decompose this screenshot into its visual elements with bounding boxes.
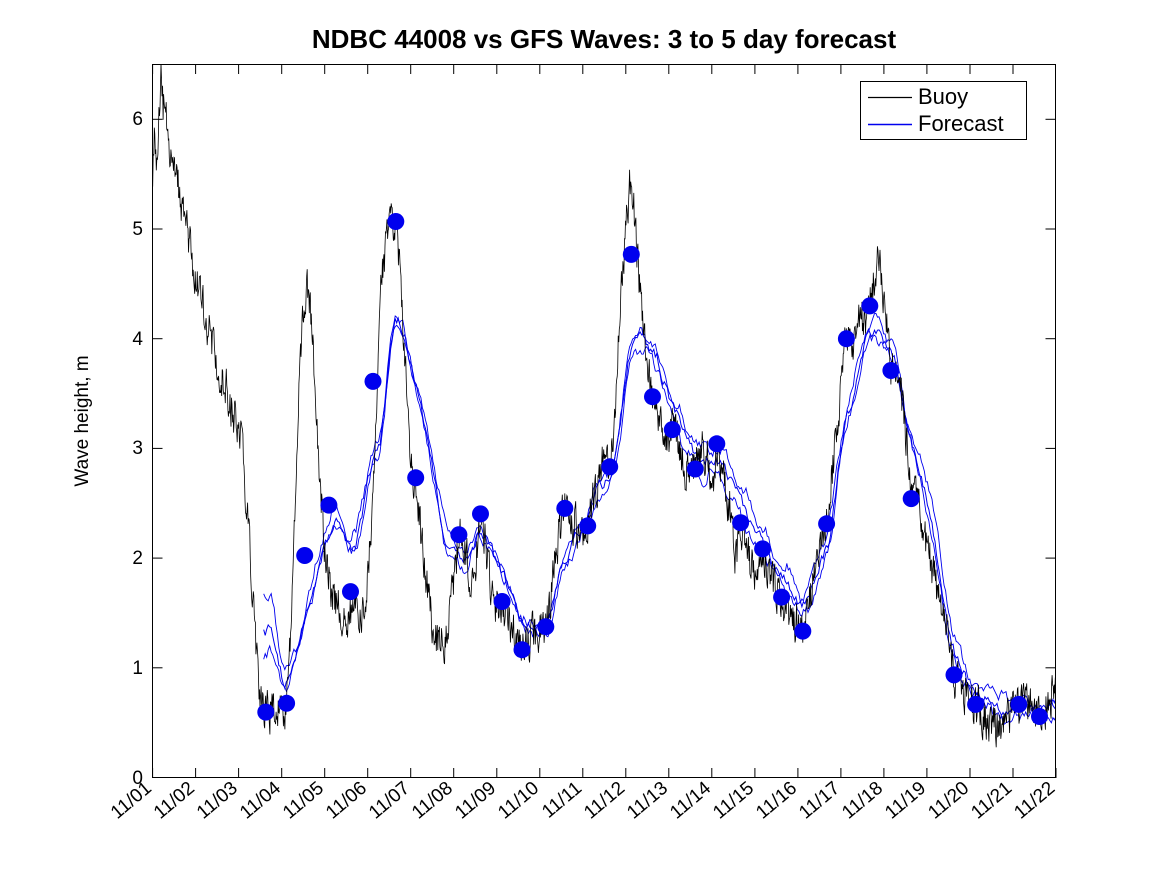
svg-text:11/14: 11/14 — [666, 777, 715, 823]
svg-text:11/11: 11/11 — [538, 778, 586, 823]
svg-text:6: 6 — [132, 109, 143, 130]
svg-text:11/03: 11/03 — [193, 778, 242, 824]
svg-text:5: 5 — [132, 219, 143, 240]
svg-text:NDBC 44008 vs GFS Waves: 3 to: NDBC 44008 vs GFS Waves: 3 to 5 day fore… — [312, 24, 897, 54]
svg-text:11/16: 11/16 — [752, 778, 801, 824]
svg-text:11/06: 11/06 — [322, 778, 371, 824]
svg-text:11/10: 11/10 — [494, 778, 543, 824]
svg-text:11/22: 11/22 — [1010, 778, 1059, 824]
svg-text:11/13: 11/13 — [623, 778, 672, 824]
svg-text:11/02: 11/02 — [150, 778, 199, 824]
svg-text:1: 1 — [132, 658, 143, 679]
svg-text:11/04: 11/04 — [236, 777, 285, 823]
svg-text:11/19: 11/19 — [881, 778, 930, 824]
svg-text:11/15: 11/15 — [709, 778, 758, 824]
svg-text:Forecast: Forecast — [918, 111, 1004, 136]
svg-text:11/07: 11/07 — [365, 778, 414, 824]
svg-text:2: 2 — [132, 548, 143, 569]
svg-text:3: 3 — [132, 438, 143, 459]
svg-text:11/01: 11/01 — [107, 778, 156, 824]
svg-text:Wave height, m: Wave height, m — [72, 355, 93, 486]
svg-text:11/08: 11/08 — [408, 778, 457, 824]
svg-text:11/18: 11/18 — [838, 778, 887, 824]
svg-text:11/17: 11/17 — [795, 778, 844, 824]
svg-text:11/05: 11/05 — [279, 778, 328, 824]
svg-text:11/09: 11/09 — [451, 778, 500, 824]
svg-text:11/12: 11/12 — [580, 778, 629, 824]
svg-text:Buoy: Buoy — [918, 84, 968, 109]
svg-text:4: 4 — [132, 329, 143, 350]
svg-text:11/21: 11/21 — [967, 778, 1016, 824]
svg-text:11/20: 11/20 — [924, 778, 973, 824]
